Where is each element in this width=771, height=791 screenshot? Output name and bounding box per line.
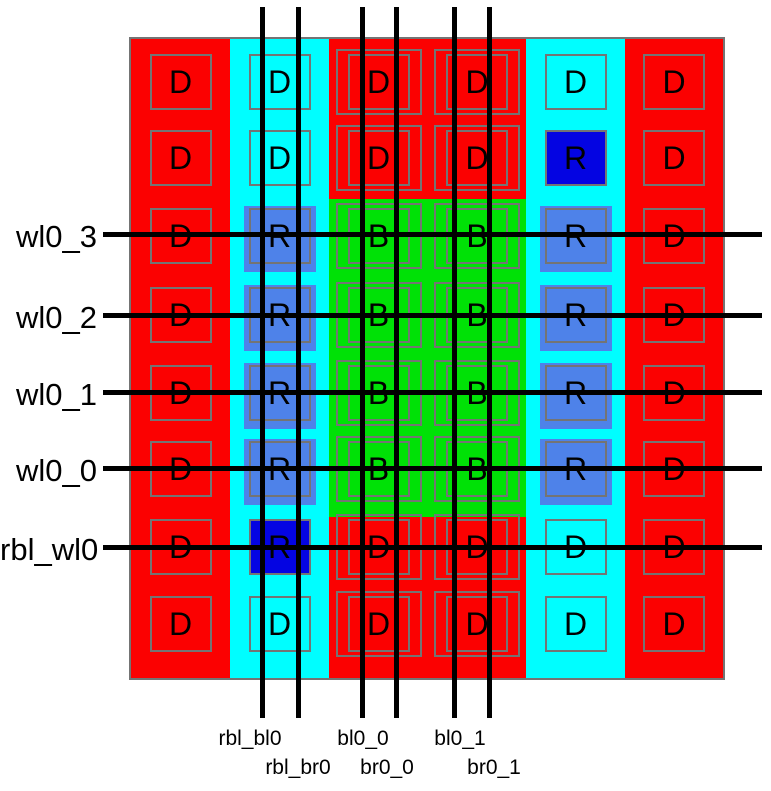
cell-boundary-outline: [335, 591, 422, 657]
wordline-wl0_1: [103, 390, 762, 395]
cell-r0-c5: D: [643, 54, 705, 110]
bitline-br0_0: [394, 7, 399, 718]
replica-cell-fill-patch: [539, 206, 612, 272]
cell-letter: D: [563, 64, 588, 100]
replica-cell-fill-patch: [243, 363, 316, 429]
replica-cell-fill-patch: [243, 206, 316, 272]
bitline-bl0_0: [360, 7, 365, 718]
cell-r0-c0: D: [149, 54, 212, 110]
wordline-label-wl0_3: wl0_3: [16, 219, 97, 254]
cell-r1-c0: D: [149, 130, 212, 186]
cell-boundary-outline: [434, 591, 520, 657]
cell-letter: D: [662, 140, 686, 176]
cell-letter: D: [662, 64, 686, 100]
bitline-label-rbl_br0: rbl_br0: [265, 756, 331, 779]
wordline-label-wl0_0: wl0_0: [16, 453, 97, 488]
cell-r7-c1: D: [248, 596, 311, 652]
wordline-label-rbl_wl0: rbl_wl0: [0, 532, 99, 567]
cell-letter: D: [168, 606, 193, 642]
cell-letter: D: [267, 64, 292, 100]
cell-boundary-outline: [335, 125, 422, 191]
cell-letter: D: [563, 606, 588, 642]
bitline-label-rbl_bl0: rbl_bl0: [218, 727, 282, 750]
wordline-label-wl0_2: wl0_2: [16, 300, 97, 335]
cell-letter: D: [366, 606, 391, 642]
cell-letter: D: [465, 140, 489, 176]
bitline-bl0_1: [452, 7, 457, 718]
cell-r0-c4: D: [544, 54, 607, 110]
cell-r1-c5: D: [643, 130, 705, 186]
cell-letter: D: [465, 606, 489, 642]
replica-cell-fill-patch: [243, 285, 316, 351]
wordline-wl0_2: [103, 313, 762, 318]
bitline-rbl_br0: [296, 7, 301, 718]
bitline-rbl_bl0: [260, 7, 265, 718]
cell-letter: R: [563, 140, 588, 176]
cell-letter: D: [267, 606, 292, 642]
wordline-label-wl0_1: wl0_1: [16, 377, 97, 412]
cell-r1-c1: D: [248, 130, 311, 186]
cell-r1-c2: D: [347, 130, 410, 186]
cell-letter: D: [465, 64, 489, 100]
cell-letter: D: [366, 140, 391, 176]
cell-boundary-outline: [434, 125, 520, 191]
wordline-wl0_0: [103, 466, 762, 471]
cell-letter: D: [168, 140, 193, 176]
replica-cell-fill-patch: [243, 439, 316, 505]
cell-r7-c5: D: [643, 596, 705, 652]
cell-letter: D: [366, 64, 391, 100]
cell-r1-c4: R: [544, 130, 607, 186]
cell-r7-c0: D: [149, 596, 212, 652]
bitline-label-bl0_0: bl0_0: [337, 727, 389, 750]
wordline-wl0_3: [103, 232, 762, 237]
cell-letter: D: [168, 64, 193, 100]
replica-cell-fill-patch: [539, 363, 612, 429]
bitline-label-bl0_1: bl0_1: [434, 727, 486, 750]
cell-letter: D: [267, 140, 292, 176]
cell-boundary-outline: [335, 49, 422, 115]
replica-cell-fill-patch: [539, 285, 612, 351]
bitline-label-br0_1: br0_1: [467, 756, 521, 779]
bitline-label-br0_0: br0_0: [360, 756, 414, 779]
bitline-br0_1: [487, 7, 492, 718]
cell-r0-c1: D: [248, 54, 311, 110]
cell-r7-c4: D: [544, 596, 607, 652]
cell-r0-c2: D: [347, 54, 410, 110]
replica-cell-fill-patch: [539, 439, 612, 505]
wordline-rbl_wl0: [103, 545, 762, 550]
cell-r7-c2: D: [347, 596, 410, 652]
cell-letter: D: [662, 606, 686, 642]
cell-boundary-outline: [434, 49, 520, 115]
